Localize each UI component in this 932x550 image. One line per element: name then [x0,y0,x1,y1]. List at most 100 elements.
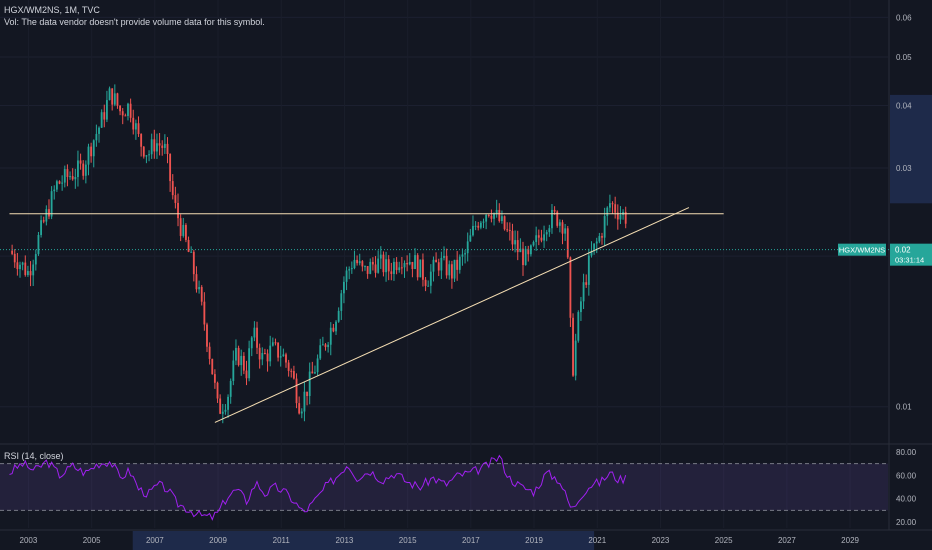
candle-body [556,211,559,226]
candle [182,217,185,238]
candle-body [450,264,453,279]
candle-body [179,218,182,236]
candle [532,240,535,247]
candle-body [461,254,464,257]
candle-body [185,224,187,240]
candle-body [366,266,369,274]
candle [55,179,58,193]
candle [277,342,280,362]
candle-body [493,213,495,219]
rsi-axis[interactable]: 80.00 60.00 40.00 20.00 [896,448,917,527]
candle [564,223,567,241]
candle-body [358,261,361,264]
candle [250,336,253,357]
candle [574,333,577,381]
candle-body [11,250,14,254]
candle [161,140,164,156]
candle-body [369,261,372,274]
candle-body [490,215,493,219]
candle [19,261,21,278]
candle-body [501,216,503,222]
candle [543,225,545,248]
candle [408,253,411,266]
candle [108,86,111,101]
time-axis[interactable]: 2003 2005 2007 2009 2011 2013 2015 2017 2019 2021… [20,531,860,550]
candle [437,258,440,277]
candle-body [163,143,166,148]
candle-body [129,103,132,118]
candle [303,381,306,422]
candle [556,210,559,228]
candle-body [350,268,353,270]
candle [598,232,601,244]
candle-body [487,214,490,216]
candle [148,150,150,162]
candle-body [87,146,90,165]
candle-body [558,222,561,226]
candle-body [235,347,237,361]
candle [545,229,548,242]
candle [266,349,269,372]
candle [319,338,322,361]
candle-body [569,257,572,318]
candle [448,260,451,280]
candle [174,186,177,209]
rising-trendline[interactable] [214,207,690,423]
candle-body [253,327,256,338]
candle [61,175,64,191]
price-axis[interactable]: 0.060.050.040.030.020.010.040.03 [890,13,932,412]
candle [511,223,514,251]
candle [42,216,45,224]
candle [190,246,193,253]
candle [282,348,285,357]
candle [524,246,527,266]
candle-body [535,235,538,242]
candle-body [424,279,427,286]
candle-body [300,411,303,414]
candle-body [264,352,266,354]
candle-body [329,327,332,345]
price-pane[interactable] [9,84,724,424]
candle [77,150,79,187]
candle-body [53,189,56,192]
candle [490,209,493,223]
candle-body [58,181,61,184]
candle-body [277,342,280,358]
candle [285,352,287,368]
candle [537,229,540,246]
candle-body [282,354,285,357]
candle [474,221,477,231]
candle-body [90,146,93,157]
time-tick-label: 2023 [652,536,670,545]
candle [601,232,603,245]
candle [134,119,137,140]
candle [100,109,103,128]
candle-body [553,209,556,212]
candle-body [232,360,235,381]
candle-body [611,203,614,205]
candle [316,354,319,376]
candle-body [224,409,227,412]
candle-body [527,248,530,255]
candle-body [306,391,308,396]
candle-body [340,293,343,311]
candle-body [545,232,548,235]
candle [345,266,348,291]
candle-body [153,139,156,152]
candle [232,350,235,386]
candle-body [158,143,161,146]
candle-body [432,259,435,272]
candle [66,164,69,187]
candle-body [561,222,564,234]
candle-body [148,154,150,156]
rsi-pane[interactable] [0,454,888,521]
candle-body [416,255,419,278]
candle [522,241,524,276]
candle-body [69,176,71,178]
time-tick-label: 2009 [209,536,227,545]
candle-body [590,251,593,256]
candle [45,205,48,226]
candle-body [585,282,588,285]
candle-body [121,111,124,116]
